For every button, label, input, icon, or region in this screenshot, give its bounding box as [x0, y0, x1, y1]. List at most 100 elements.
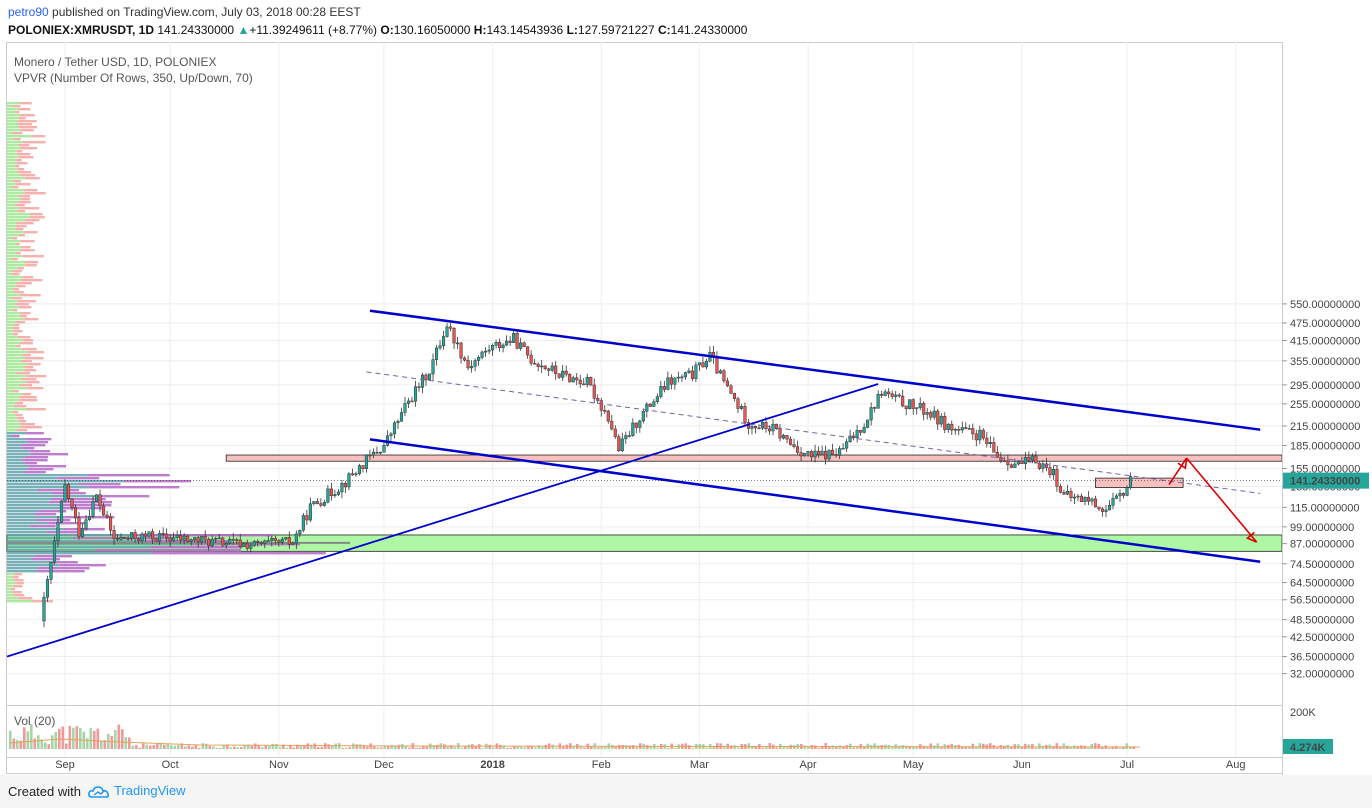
volume-profile-up-bar [7, 480, 124, 483]
candle-body [343, 483, 347, 488]
volume-bar [1041, 745, 1045, 749]
volume-profile-up-bar [7, 591, 13, 594]
price-axis[interactable]: 550.00000000 475.00000000 415.00000000 355.… [1282, 42, 1369, 775]
volume-bar [247, 744, 250, 749]
candle-body [967, 428, 971, 430]
volume-profile-down-bar [20, 249, 35, 252]
volume-bar [905, 745, 908, 749]
candle-body [638, 420, 642, 428]
candle-body [1093, 498, 1098, 508]
candle-body [294, 533, 298, 544]
time-tick-label: Feb [592, 759, 611, 771]
time-axis[interactable]: Sep Oct Nov Dec 2018 Feb Mar Apr May Jun Jul Aug [7, 757, 1282, 772]
volume-profile-down-bar [14, 111, 20, 114]
volume-bar [12, 738, 16, 749]
volume-profile-up-bar [7, 243, 16, 246]
price-change: +11.39249611 (+8.77%) [249, 23, 378, 37]
volume-profile-up-bar [7, 447, 23, 450]
volume-profile-down-bar [20, 198, 31, 201]
volume-profile-down-bar [87, 474, 170, 477]
candle-body [631, 422, 635, 436]
volume-profile-up-bar [7, 432, 27, 435]
volume-profile-down-bar [17, 117, 26, 120]
volume-profile-down-bar [24, 456, 49, 459]
volume-profile-up-bar [7, 477, 57, 480]
volume-profile-down-bar [48, 522, 86, 525]
candle-body [704, 360, 708, 368]
volume-profile-up-bar [7, 297, 13, 300]
volume-profile-up-bar [7, 249, 21, 252]
price-tick-label: 99.00000000 [1290, 522, 1354, 534]
volume-profile-up-bar [7, 588, 11, 591]
volume-bar [751, 746, 754, 749]
volume-profile-down-bar [59, 564, 106, 567]
volume-profile-up-bar [7, 453, 31, 456]
candle-body [547, 368, 551, 371]
low-value: 127.59721227 [577, 23, 655, 37]
volume-profile-down-bar [20, 279, 43, 282]
volume-profile-down-bar [27, 441, 49, 444]
volume-bar [915, 746, 919, 749]
volume-bar [516, 745, 520, 749]
candle-body [1027, 456, 1031, 461]
volume-bar [863, 747, 866, 749]
volume-profile-up-bar [7, 531, 47, 534]
volume-profile-down-bar [16, 285, 26, 288]
symbol-label: POLONIEX:XMRUSDT, 1D [8, 23, 155, 37]
volume-profile-up-bar [7, 549, 95, 552]
volume-bar [264, 745, 268, 749]
volume-profile-up-bar [7, 504, 63, 507]
volume-profile-down-bar [21, 426, 42, 429]
volume-bar [306, 743, 310, 749]
candle-body [582, 383, 586, 386]
volume-profile-down-bar [28, 465, 67, 468]
volume-bar [1087, 747, 1090, 749]
volume-profile-up-bar [7, 147, 21, 150]
high-value: 143.14543936 [486, 23, 564, 37]
volume-profile-down-bar [20, 174, 36, 177]
volume-profile-down-bar [88, 486, 180, 489]
volume-profile-up-bar [7, 567, 38, 570]
time-tick-label: May [903, 759, 924, 771]
candle-body [102, 505, 106, 516]
volume-profile-up-bar [7, 363, 28, 366]
candle-body [52, 540, 57, 563]
candle-body [999, 456, 1003, 461]
volume-profile-down-bar [14, 204, 25, 207]
chart-canvas[interactable]: 550.00000000 475.00000000 415.00000000 355.… [0, 42, 1372, 775]
candle-body [960, 427, 964, 431]
candle-body [305, 515, 309, 521]
volume-profile-down-bar [150, 546, 243, 549]
volume-bar [159, 743, 163, 749]
candle-body [389, 433, 393, 437]
volume-bar [978, 743, 982, 749]
volume-profile-down-bar [13, 573, 23, 576]
volume-profile-down-bar [24, 192, 46, 195]
candle-body [866, 419, 870, 428]
candle-body [943, 416, 947, 430]
author-link[interactable]: petro90 [8, 5, 49, 19]
volume-profile-down-bar [51, 498, 106, 501]
volume-profile-down-bar [10, 588, 16, 591]
volume-profile-down-bar [14, 324, 20, 327]
volume-bar [1059, 746, 1062, 749]
candle-body [799, 452, 803, 457]
volume-profile-up-bar [7, 576, 13, 579]
volume-bar [537, 745, 541, 749]
candle-body [743, 406, 747, 423]
candle-body [701, 362, 705, 368]
volume-profile-down-bar [29, 525, 56, 528]
tradingview-logo[interactable]: TradingView [88, 783, 186, 798]
volume-profile-up-bar [7, 513, 35, 516]
volume-bar [1122, 746, 1125, 749]
candle-body [59, 500, 64, 523]
volume-profile-up-bar [7, 405, 14, 408]
candle-body [105, 514, 109, 518]
volume-bar [611, 744, 614, 749]
candle-body [287, 537, 291, 545]
volume-profile-up-bar [7, 252, 16, 255]
volume-profile-down-bar [16, 582, 24, 585]
volume-bar [299, 745, 303, 749]
volume-bar [432, 744, 436, 749]
volume-profile-down-bar [27, 351, 45, 354]
